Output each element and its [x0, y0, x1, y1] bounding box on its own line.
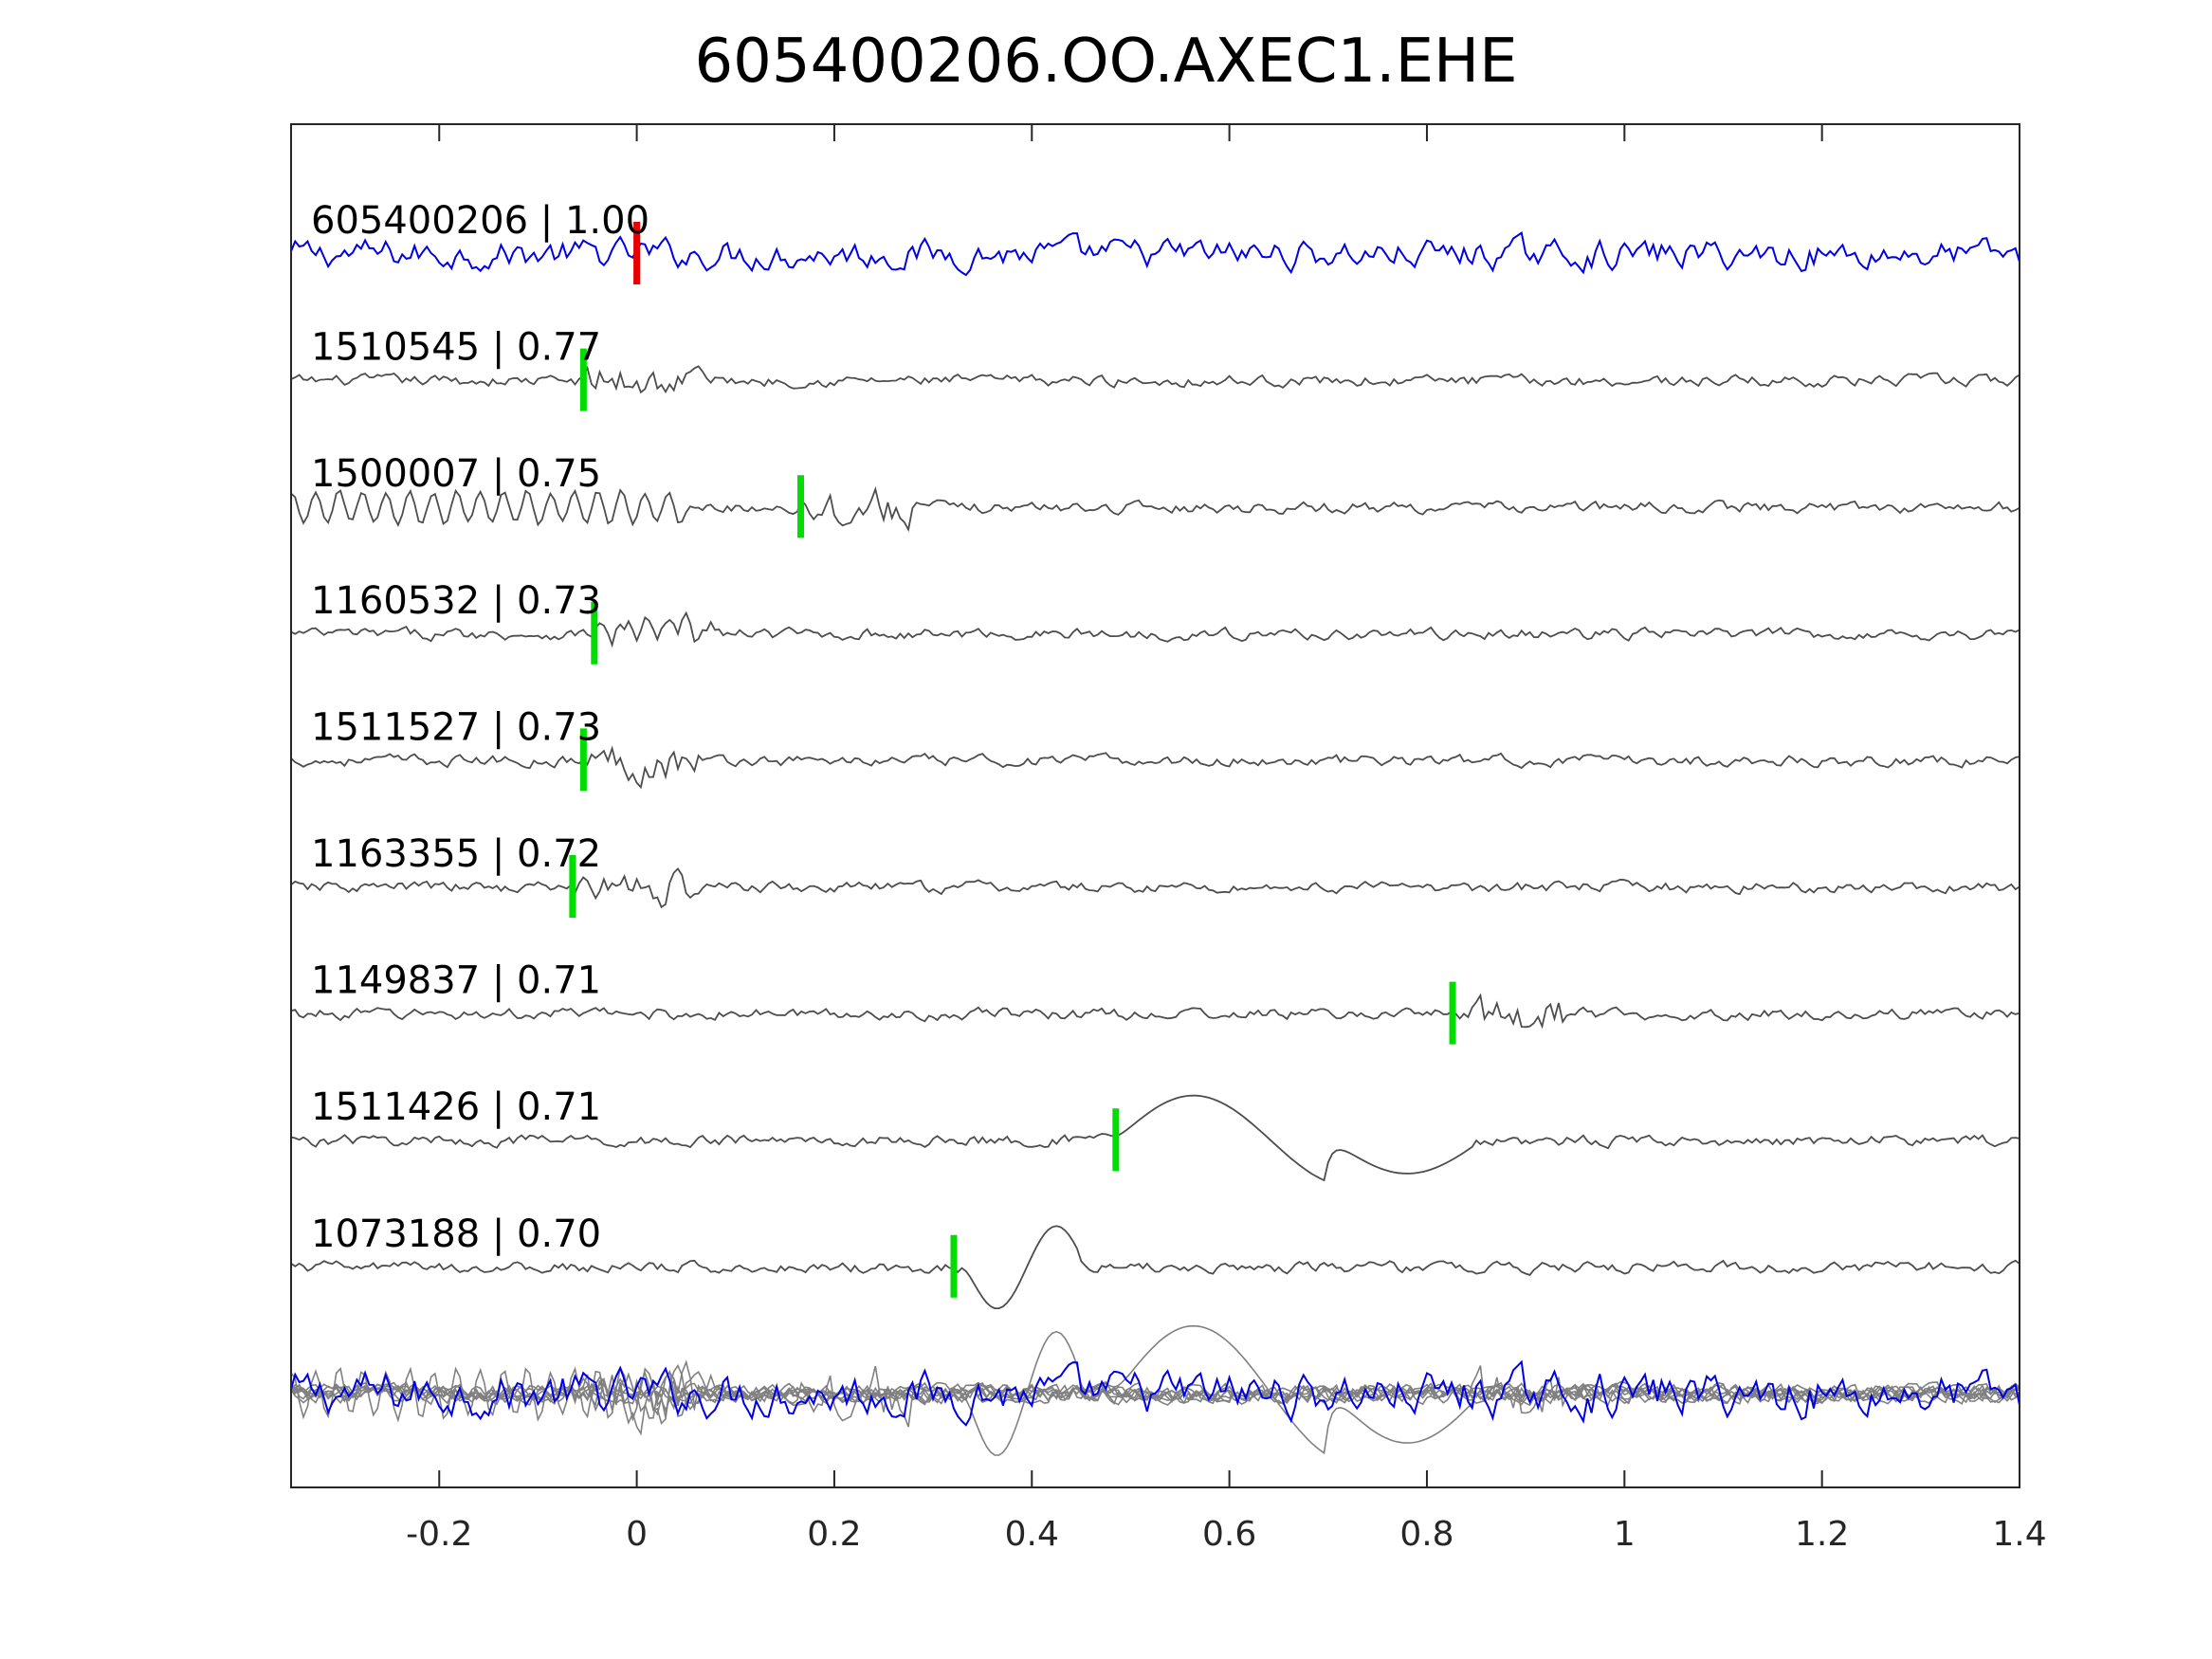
x-tick-label: 0.4 — [1005, 1515, 1059, 1554]
overlay-trace-reference — [290, 1359, 2020, 1427]
chart-title: 605400206.OO.AXEC1.EHE — [694, 27, 1518, 97]
trace-1510545 — [290, 365, 2020, 394]
x-tick-label: 0.2 — [807, 1515, 861, 1554]
trace-label-1511527: 1511527 | 0.73 — [311, 705, 601, 749]
trace-1511527 — [290, 745, 2020, 790]
overlay-trace-1073188 — [290, 1330, 2020, 1456]
trace-1163355 — [290, 866, 2020, 909]
x-axis: -0.2 0 0.2 0.4 0.6 0.8 1 1.2 1.4 — [406, 124, 2047, 1554]
trace-1500007 — [290, 485, 2020, 533]
trace-1160532 — [290, 611, 2020, 648]
axes-box — [290, 123, 2020, 1488]
x-tick-label: 1 — [1614, 1515, 1636, 1554]
trace-labels-layer: 605400206 | 1.00 1510545 | 0.77 1500007 | … — [311, 199, 649, 1256]
trace-1149837 — [290, 993, 2020, 1030]
x-tick-label: 1.2 — [1795, 1515, 1849, 1554]
trace-label-1511426: 1511426 | 0.71 — [311, 1085, 601, 1129]
trace-1073188 — [290, 1225, 2020, 1309]
picks-layer — [569, 222, 1456, 1298]
traces-layer — [290, 231, 2020, 1309]
trace-605400206 — [290, 231, 2020, 277]
overlay-layer — [290, 1324, 2020, 1456]
trace-label-605400206: 605400206 | 1.00 — [311, 199, 649, 243]
trace-1511426 — [290, 1094, 2020, 1182]
x-tick-label: 0.6 — [1202, 1515, 1256, 1554]
x-tick-label: 0 — [626, 1515, 648, 1554]
x-tick-label: 1.4 — [1992, 1515, 2046, 1554]
trace-label-1163355: 1163355 | 0.72 — [311, 832, 601, 876]
trace-label-1073188: 1073188 | 0.70 — [311, 1212, 601, 1256]
trace-label-1149837: 1149837 | 0.71 — [311, 959, 601, 1003]
overlay-trace-1511426 — [290, 1324, 2020, 1455]
x-tick-label: 0.8 — [1399, 1515, 1453, 1554]
trace-label-1510545: 1510545 | 0.77 — [311, 326, 601, 370]
x-tick-label: -0.2 — [406, 1515, 472, 1554]
trace-label-1160532: 1160532 | 0.73 — [311, 579, 601, 623]
trace-label-1500007: 1500007 | 0.75 — [311, 452, 601, 496]
